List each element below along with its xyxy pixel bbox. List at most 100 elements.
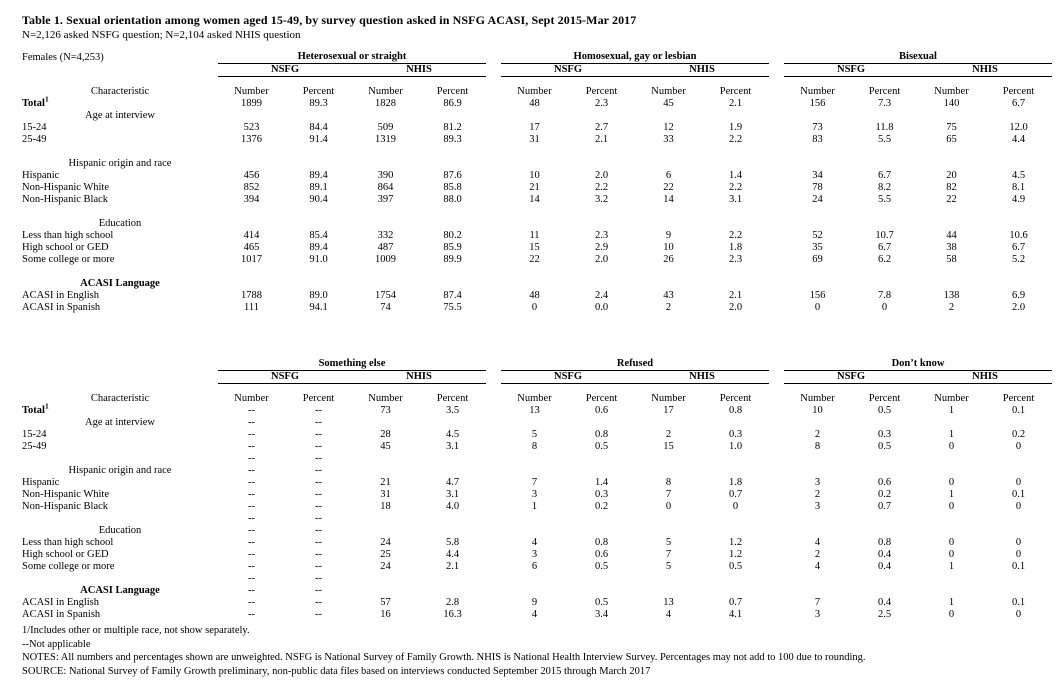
table-row: Hispanic 456 89.4 390 87.6 10 2.0 6 1.4 34 6.7 20 4.… <box>22 170 1052 182</box>
value-cell: 89.4 <box>309 170 328 181</box>
value-cell: -- <box>315 429 322 440</box>
value-cell <box>985 585 1052 597</box>
value-cell <box>985 465 1052 477</box>
value-cell: 5.5 <box>877 194 892 205</box>
row-label: Some college or more <box>22 254 115 265</box>
value-cell: 140 <box>943 98 960 109</box>
table-1-container: Females (N=4,253) Heterosexual or straigh… <box>22 51 1057 314</box>
value-cell: 10.6 <box>1009 230 1028 241</box>
group-title: Bisexual <box>784 51 1052 64</box>
value-cell: 1017 <box>241 254 262 265</box>
survey-label: NSFG <box>501 64 635 77</box>
value-cell: 4 <box>665 609 672 620</box>
value-cell <box>851 525 918 537</box>
section-label: Hispanic origin and race <box>68 158 172 169</box>
column-gap <box>769 122 784 134</box>
value-cell: 4.7 <box>445 477 460 488</box>
value-cell: 2.0 <box>594 170 609 181</box>
column-gap <box>486 86 501 98</box>
value-cell: 1.2 <box>728 537 743 548</box>
value-cell <box>985 278 1052 290</box>
value-cell <box>784 206 851 218</box>
value-cell: 2.1 <box>594 134 609 145</box>
value-cell: 2 <box>814 489 821 500</box>
footnotes: 1/Includes other or multiple race, not s… <box>22 624 1057 678</box>
value-cell <box>419 110 486 122</box>
value-cell <box>702 465 769 477</box>
value-cell: 2.3 <box>728 254 743 265</box>
value-cell: -- <box>248 585 255 596</box>
table-row: ACASI in English -- -- 57 2.8 9 0.5 13 0.7 7 0.4 1 0… <box>22 597 1052 609</box>
value-cell: 0.3 <box>728 429 743 440</box>
value-cell <box>985 206 1052 218</box>
value-cell <box>352 585 419 597</box>
value-cell: 509 <box>377 122 394 133</box>
value-cell: -- <box>248 597 255 608</box>
value-cell <box>985 110 1052 122</box>
value-cell: 25 <box>380 549 391 560</box>
value-cell: 0.0 <box>594 302 609 313</box>
spacer-row: -- -- <box>22 513 1052 525</box>
row-label: Non-Hispanic White <box>22 182 109 193</box>
value-cell: 22 <box>529 254 540 265</box>
value-cell: 4.4 <box>445 549 460 560</box>
measure-label: Percent <box>1002 393 1035 404</box>
column-gap <box>769 525 784 537</box>
section-row: ACASI Language <box>22 278 1052 290</box>
value-cell: 17 <box>663 405 674 416</box>
value-cell <box>635 278 702 290</box>
value-cell: 0 <box>1015 501 1022 512</box>
value-cell <box>851 417 918 429</box>
measure-label: Percent <box>868 393 901 404</box>
measure-label: Percent <box>719 86 752 97</box>
value-cell <box>985 453 1052 465</box>
value-cell: 2.9 <box>594 242 609 253</box>
measure-label: Number <box>800 393 835 404</box>
population-label <box>22 358 218 371</box>
column-gap <box>486 537 501 549</box>
value-cell <box>918 206 985 218</box>
value-cell: 5.8 <box>445 537 460 548</box>
value-cell: -- <box>248 477 255 488</box>
value-cell: 456 <box>243 170 260 181</box>
value-cell <box>568 573 635 585</box>
value-cell <box>568 465 635 477</box>
value-cell <box>702 513 769 525</box>
row-label: 15-24 <box>22 429 47 440</box>
value-cell: 78 <box>812 182 823 193</box>
measure-label: Percent <box>436 86 469 97</box>
value-cell: 73 <box>812 122 823 133</box>
value-cell <box>568 146 635 158</box>
value-cell <box>285 146 352 158</box>
row-label: High school or GED <box>22 549 109 560</box>
value-cell: 6.2 <box>877 254 892 265</box>
value-cell <box>985 158 1052 170</box>
value-cell <box>501 266 568 278</box>
section-label: Age at interview <box>85 417 155 428</box>
value-cell: 45 <box>380 441 391 452</box>
value-cell: 9 <box>665 230 672 241</box>
value-cell: 3.2 <box>594 194 609 205</box>
value-cell <box>352 146 419 158</box>
value-cell <box>635 585 702 597</box>
value-cell <box>918 465 985 477</box>
value-cell: -- <box>248 537 255 548</box>
value-cell: 3.1 <box>445 441 460 452</box>
value-cell <box>352 453 419 465</box>
value-cell <box>985 266 1052 278</box>
value-cell <box>352 573 419 585</box>
value-cell: 332 <box>377 230 394 241</box>
measure-label: Number <box>368 86 403 97</box>
value-cell: 5 <box>665 561 672 572</box>
value-cell: 0.4 <box>877 561 892 572</box>
value-cell: 2.2 <box>728 230 743 241</box>
value-cell <box>851 146 918 158</box>
column-gap <box>769 501 784 513</box>
value-cell: 6.9 <box>1011 290 1026 301</box>
value-cell: 3 <box>814 609 821 620</box>
value-cell <box>784 573 851 585</box>
value-cell: 465 <box>243 242 260 253</box>
value-cell: 8 <box>665 477 672 488</box>
value-cell: 91.4 <box>309 134 328 145</box>
measure-label: Number <box>234 393 269 404</box>
